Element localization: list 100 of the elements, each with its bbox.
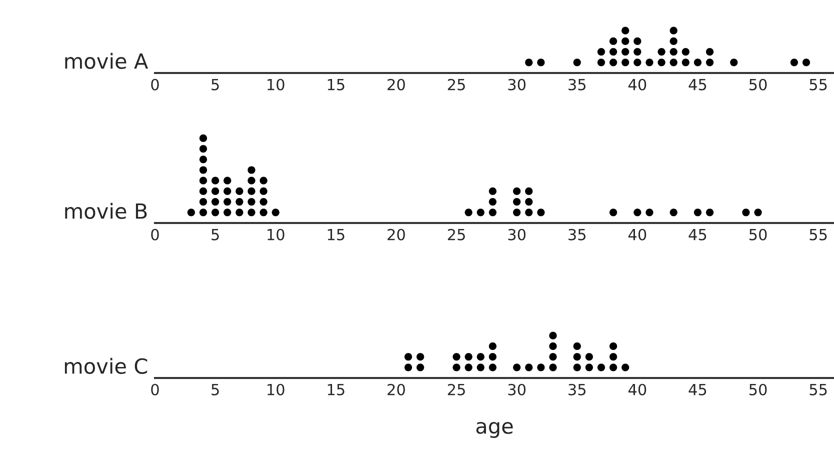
point [670, 26, 678, 34]
x-tick-label: 25 [448, 78, 465, 90]
x-tick-label: 0 [151, 384, 159, 396]
x-tick-label: 10 [268, 78, 284, 90]
point [549, 364, 557, 372]
x-tick-label: 5 [212, 229, 219, 240]
x-axis-title: age [476, 422, 513, 438]
point [609, 48, 618, 56]
x-tick-label: 20 [388, 384, 405, 396]
point [802, 58, 810, 66]
point [634, 58, 642, 66]
point [634, 208, 642, 216]
point [248, 166, 256, 174]
point [622, 58, 630, 66]
point [488, 187, 496, 196]
x-tick-label: 55 [810, 229, 827, 240]
point [513, 208, 521, 216]
point [670, 208, 678, 216]
point [476, 364, 484, 372]
x-tick-label: 30 [508, 384, 526, 396]
x-tick-label: 45 [688, 79, 706, 90]
x-tick-label: 55 [810, 79, 827, 90]
point [682, 48, 690, 56]
point [224, 187, 232, 196]
point [694, 208, 702, 216]
point [416, 364, 424, 372]
point [224, 176, 232, 184]
point [488, 342, 496, 350]
point [404, 352, 412, 361]
x-tick-label: 0 [151, 78, 159, 90]
point [706, 58, 714, 66]
point [597, 364, 606, 372]
point [585, 352, 593, 361]
point [658, 58, 666, 66]
point [212, 208, 220, 216]
x-tick-label: 10 [268, 384, 284, 396]
point [236, 187, 244, 196]
point [670, 48, 678, 56]
point [464, 352, 472, 361]
point [452, 352, 460, 361]
x-tick-label: 20 [388, 78, 405, 90]
x-tick-label: 50 [749, 78, 767, 90]
point [706, 208, 714, 216]
x-tick-label: 40 [628, 384, 646, 396]
point [224, 208, 232, 216]
x-tick-label: 0 [151, 228, 159, 240]
y-axis-title: movie A [65, 52, 148, 69]
point [488, 198, 496, 206]
point [248, 187, 256, 196]
point [573, 58, 581, 66]
x-tick-label: 10 [268, 228, 284, 240]
point [248, 176, 256, 184]
point [682, 58, 690, 66]
point [622, 364, 630, 372]
point [452, 364, 460, 372]
point [260, 208, 268, 216]
point [513, 187, 521, 196]
point [609, 58, 618, 66]
point [199, 176, 208, 184]
point [199, 144, 208, 153]
point [622, 48, 630, 56]
point [597, 48, 606, 56]
x-tick-label: 30 [508, 228, 526, 240]
point [199, 166, 208, 174]
point [585, 364, 593, 372]
point [609, 37, 618, 46]
point [706, 48, 714, 56]
point [670, 58, 678, 66]
point [236, 208, 244, 216]
point [525, 58, 533, 66]
point [609, 352, 618, 361]
point [609, 364, 618, 372]
point [199, 198, 208, 206]
point [646, 208, 654, 216]
point [790, 58, 798, 66]
x-tick-label: 40 [628, 228, 646, 240]
x-tick-label: 30 [508, 78, 526, 90]
x-tick-label: 20 [388, 228, 405, 240]
point [609, 208, 618, 216]
point [646, 58, 654, 66]
point [199, 134, 208, 142]
point [658, 48, 666, 56]
x-tick-label: 45 [688, 384, 706, 396]
point [476, 208, 484, 216]
x-tick-label: 25 [448, 228, 465, 240]
point [212, 198, 220, 206]
point [549, 332, 557, 340]
point [609, 342, 618, 350]
point [573, 342, 581, 350]
point [187, 208, 195, 216]
x-tick-label: 45 [688, 229, 706, 240]
x-tick-label: 5 [212, 384, 219, 396]
x-tick-label: 25 [448, 384, 465, 396]
x-tick-label: 50 [749, 228, 767, 240]
point [573, 352, 581, 361]
x-tick-label: 5 [212, 79, 219, 90]
x-tick-label: 50 [749, 384, 767, 396]
point [537, 208, 545, 216]
point [488, 352, 496, 361]
point [537, 364, 545, 372]
